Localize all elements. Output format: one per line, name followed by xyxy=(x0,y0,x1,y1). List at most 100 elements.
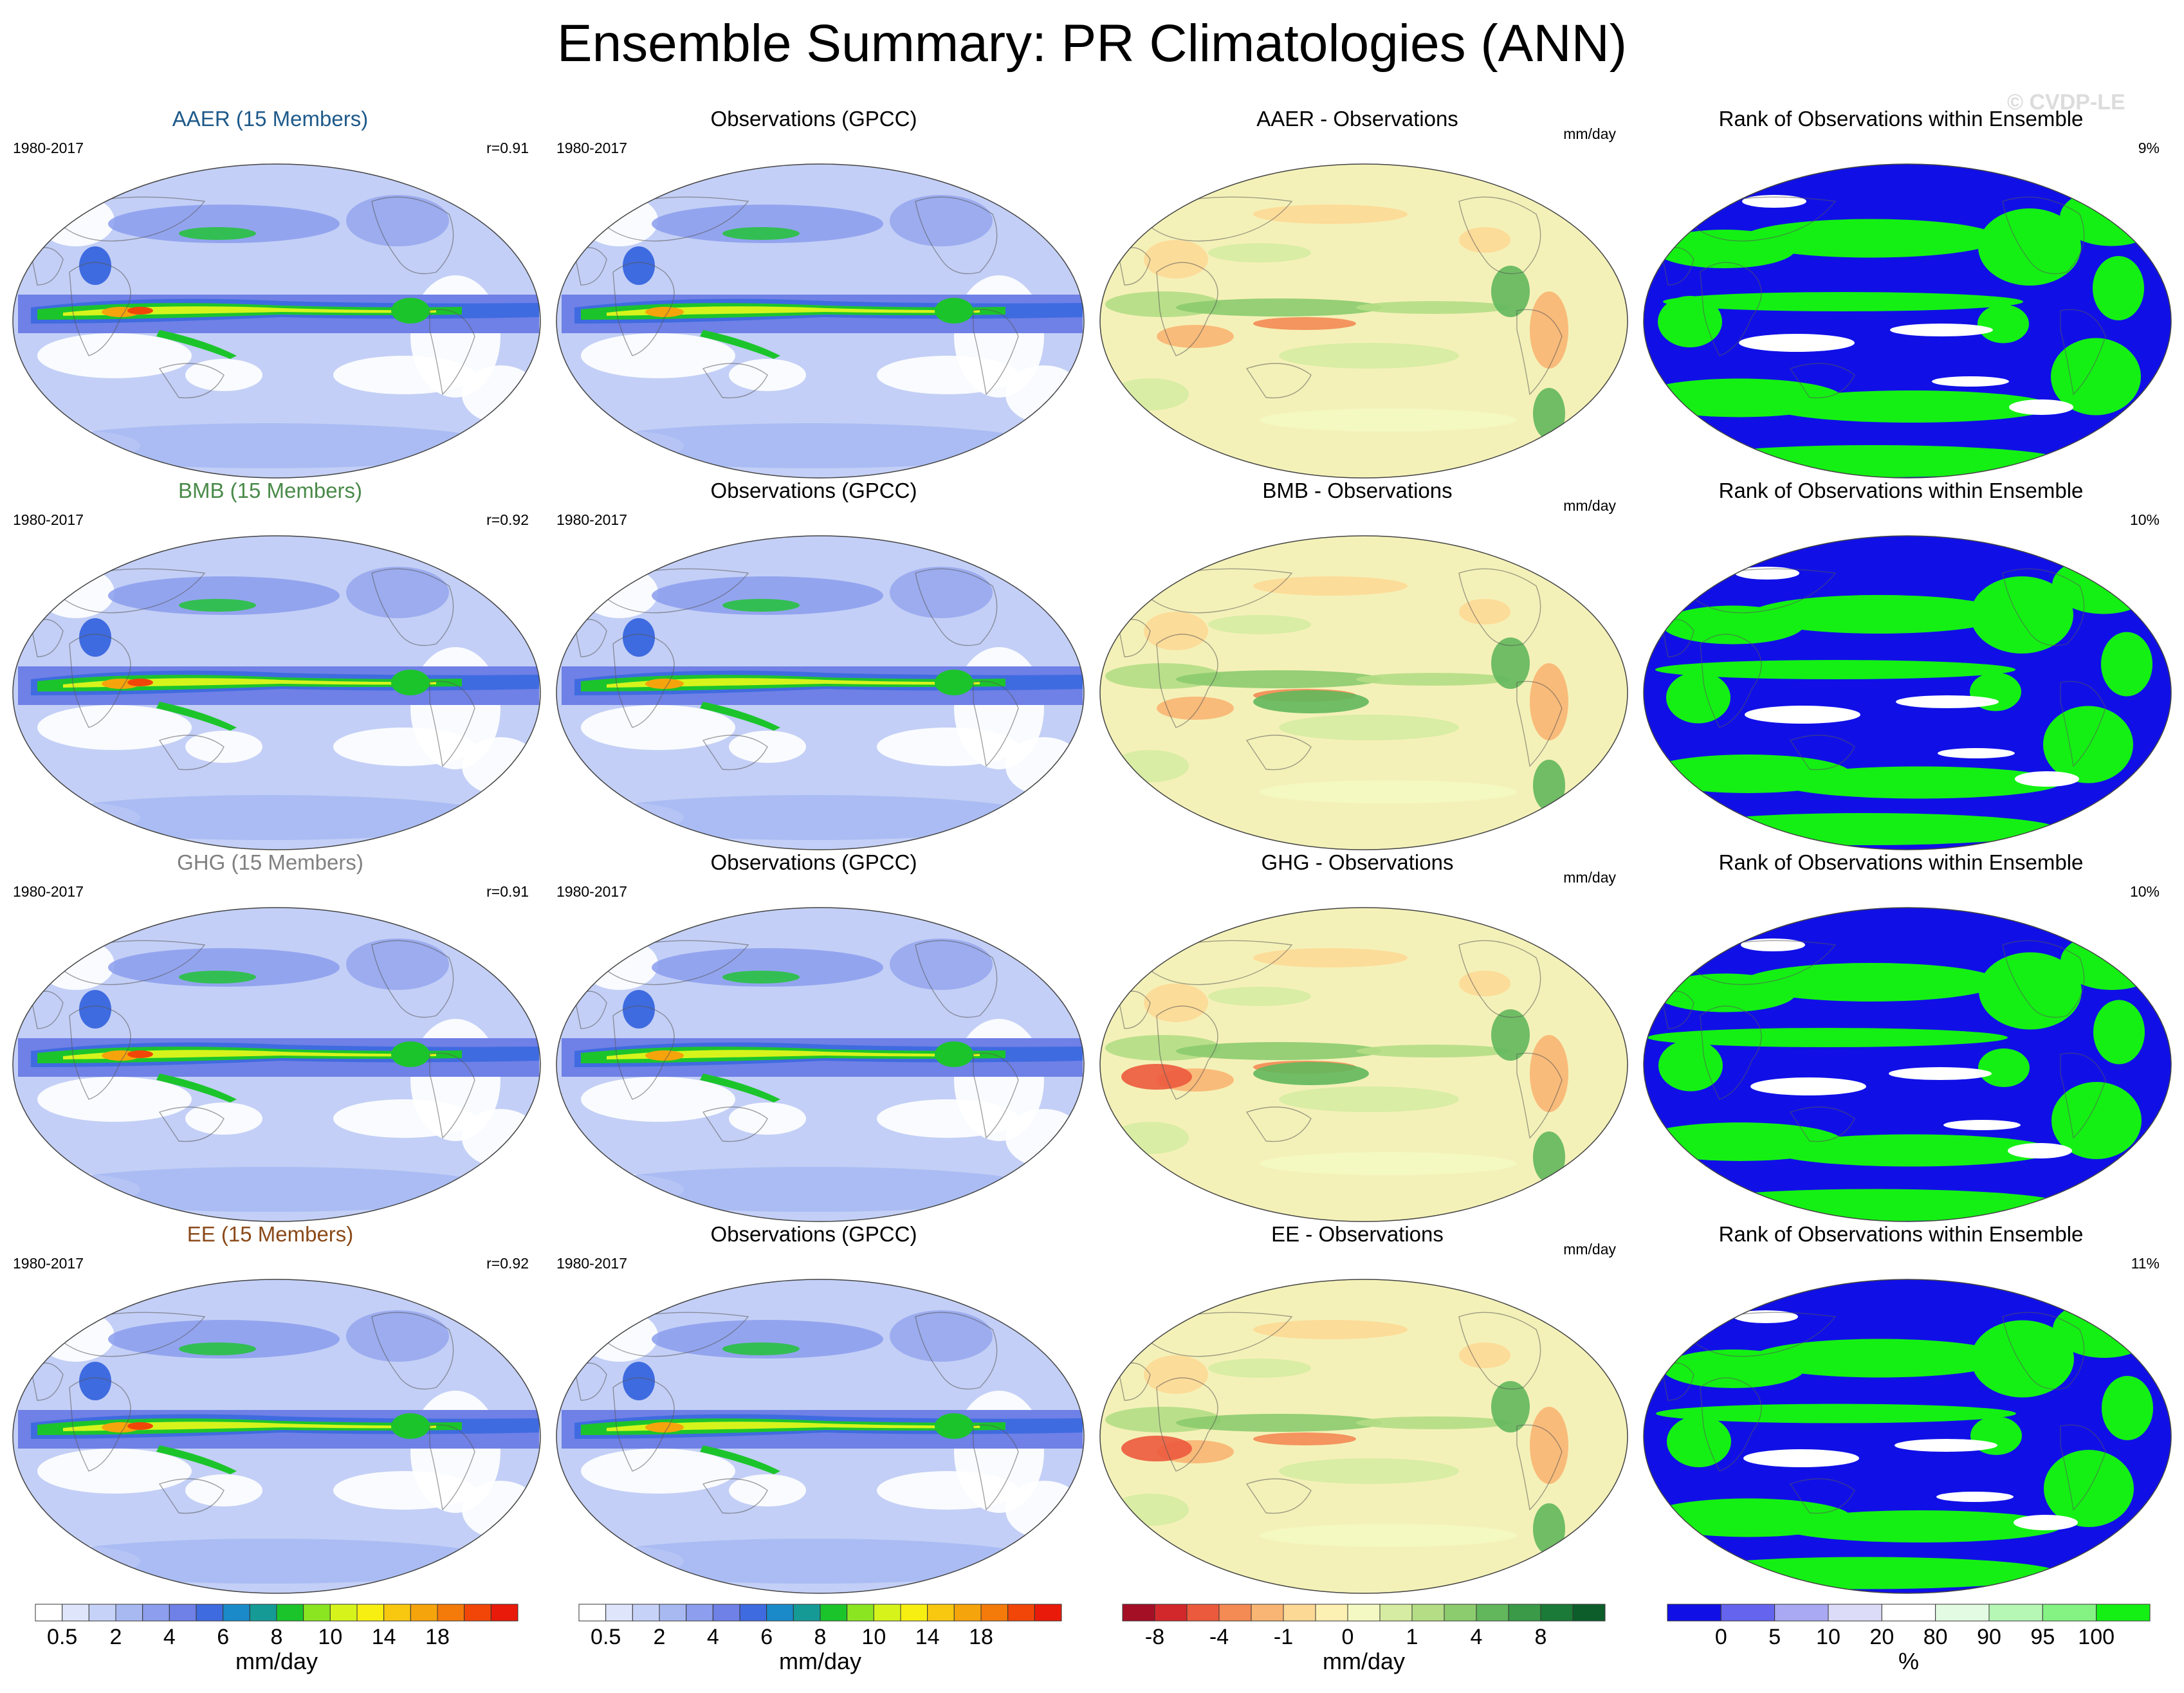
ee-ensemble-mean-panel: EE (15 Members) 1980-2017 r=0.92 xyxy=(0,1222,541,1595)
ghg-difference-panel: GHG - Observations mm/day xyxy=(1087,850,1628,1223)
colorbar-box xyxy=(1572,1604,1606,1622)
colorbar-box xyxy=(356,1604,385,1622)
rank-title: Rank of Observations within Ensemble xyxy=(1718,1222,2084,1246)
colorbar-tick-label: 8 xyxy=(271,1625,283,1649)
globe-map xyxy=(12,907,541,1222)
colorbar-tick-label: 10 xyxy=(861,1625,886,1649)
colorbar-tick-label: 100 xyxy=(2078,1625,2115,1649)
difference-title: EE - Observations xyxy=(1271,1222,1444,1246)
colorbar-box xyxy=(793,1604,821,1622)
colorbar-tick-label: 18 xyxy=(425,1625,450,1649)
aaer-ensemble-mean-panel: AAER (15 Members) 1980-2017 r=0.91 xyxy=(0,106,541,479)
colorbar-box xyxy=(223,1604,250,1622)
pattern-correlation: r=0.92 xyxy=(486,1255,529,1272)
observations-title: Observations (GPCC) xyxy=(710,850,917,874)
period-label: 1980-2017 xyxy=(556,140,627,156)
globe-map xyxy=(1099,907,1628,1222)
colorbar-box xyxy=(196,1604,224,1622)
ensemble-title: BMB (15 Members) xyxy=(178,479,363,502)
colorbar-tick-label: 18 xyxy=(969,1625,993,1649)
colorbar-box xyxy=(1154,1604,1188,1622)
difference-unit: mm/day xyxy=(1563,1241,1616,1258)
colorbar-rank: 0 5 10 20 80 90 95 100 % xyxy=(1667,1604,2151,1675)
colorbar-box xyxy=(142,1604,170,1622)
colorbar-box xyxy=(873,1604,901,1622)
colorbar-box xyxy=(820,1604,848,1622)
colorbar-box xyxy=(766,1604,794,1622)
colorbar-box xyxy=(1122,1604,1155,1622)
bmb-ensemble-mean-panel: BMB (15 Members) 1980-2017 r=0.92 xyxy=(0,478,541,851)
colorbar-tick-label: 4 xyxy=(163,1625,176,1649)
colorbar-box xyxy=(953,1604,982,1622)
colorbar-box xyxy=(1774,1604,1829,1622)
difference-title: GHG - Observations xyxy=(1261,850,1454,874)
period-label: 1980-2017 xyxy=(13,140,84,156)
ensemble-title: EE (15 Members) xyxy=(187,1222,354,1246)
aaer-rank-panel: Rank of Observations within Ensemble 9% xyxy=(1631,106,2172,479)
period-label: 1980-2017 xyxy=(13,883,84,900)
rank-map xyxy=(1643,907,2172,1222)
colorbar-box xyxy=(1251,1604,1284,1622)
colorbar-tick-label: 1 xyxy=(1406,1625,1418,1649)
colorbar-box xyxy=(1186,1604,1220,1622)
colorbar-box xyxy=(464,1604,491,1622)
globe-map xyxy=(12,163,541,479)
globe-map xyxy=(1099,535,1628,850)
rank-percent: 11% xyxy=(2131,1255,2160,1272)
colorbar-tick-label: 6 xyxy=(217,1625,229,1649)
pattern-correlation: r=0.91 xyxy=(486,140,529,156)
colorbar-box xyxy=(1508,1604,1541,1622)
period-label: 1980-2017 xyxy=(556,883,627,900)
ee-difference-panel: EE - Observations mm/day xyxy=(1087,1222,1628,1595)
colorbar-box xyxy=(1881,1604,1936,1622)
globe-map xyxy=(556,1279,1085,1594)
colorbar-box xyxy=(383,1604,411,1622)
rank-map xyxy=(1643,163,2172,479)
pattern-correlation: r=0.91 xyxy=(486,883,529,900)
colorbar-tick-label: 90 xyxy=(1977,1625,2001,1649)
period-label: 1980-2017 xyxy=(13,511,84,528)
difference-unit: mm/day xyxy=(1563,125,1616,142)
colorbar-box xyxy=(1315,1604,1348,1622)
colorbar-box xyxy=(1218,1604,1252,1622)
colorbar-tick-label: 4 xyxy=(1471,1625,1483,1649)
bmb-rank-panel: Rank of Observations within Ensemble 10% xyxy=(1631,478,2172,851)
colorbar-unit: mm/day xyxy=(235,1648,318,1674)
ensemble-title: AAER (15 Members) xyxy=(172,107,369,131)
colorbar-box xyxy=(1007,1604,1035,1622)
observations-title: Observations (GPCC) xyxy=(710,107,917,131)
colorbar-box xyxy=(1988,1604,2043,1622)
colorbar-tick-label: 0 xyxy=(1715,1625,1727,1649)
rank-percent: 10% xyxy=(2129,511,2160,528)
ee-rank-panel: Rank of Observations within Ensemble 11% xyxy=(1631,1222,2172,1595)
colorbar-box xyxy=(303,1604,331,1622)
colorbar-box xyxy=(437,1604,465,1622)
rank-percent: 9% xyxy=(2138,140,2160,156)
colorbar-box xyxy=(2096,1604,2151,1622)
period-label: 1980-2017 xyxy=(556,511,627,528)
colorbar-tick-label: -1 xyxy=(1274,1625,1293,1649)
ghg-observations-panel: Observations (GPCC) 1980-2017 xyxy=(544,850,1085,1223)
colorbar-box xyxy=(1935,1604,1990,1622)
colorbar-box xyxy=(686,1604,713,1622)
colorbar-unit: % xyxy=(1898,1648,1919,1674)
colorbar-tick-label: 4 xyxy=(707,1625,719,1649)
colorbar-precip-ensemble: 0.5 2 4 6 8 10 14 18 mm/day xyxy=(35,1604,518,1675)
rank-title: Rank of Observations within Ensemble xyxy=(1718,850,2084,874)
figure-title: Ensemble Summary: PR Climatologies (ANN) xyxy=(556,14,1628,73)
difference-title: AAER - Observations xyxy=(1256,107,1458,131)
globe-map xyxy=(12,535,541,850)
rank-map xyxy=(1643,1279,2172,1594)
globe-map xyxy=(12,1279,541,1594)
colorbar-box xyxy=(35,1604,63,1622)
colorbar-box xyxy=(62,1604,89,1622)
bmb-observations-panel: Observations (GPCC) 1980-2017 xyxy=(544,478,1085,851)
colorbar-box xyxy=(490,1604,518,1622)
colorbar-tick-label: 95 xyxy=(2030,1625,2055,1649)
rank-title: Rank of Observations within Ensemble xyxy=(1718,479,2084,502)
colorbar-box xyxy=(1347,1604,1381,1622)
colorbar-box xyxy=(900,1604,928,1622)
colorbar-box xyxy=(276,1604,304,1622)
colorbar-box xyxy=(1283,1604,1316,1622)
period-label: 1980-2017 xyxy=(13,1255,84,1272)
